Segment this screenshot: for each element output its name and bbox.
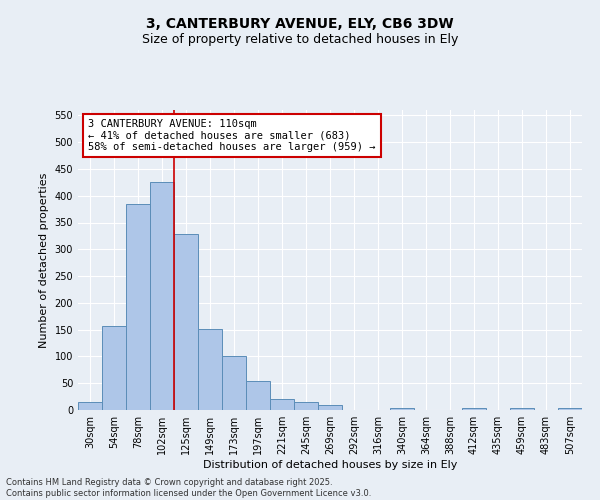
Bar: [318, 405, 342, 410]
Text: Contains HM Land Registry data © Crown copyright and database right 2025.
Contai: Contains HM Land Registry data © Crown c…: [6, 478, 371, 498]
Bar: [558, 408, 582, 410]
Bar: [510, 408, 534, 410]
Bar: [462, 408, 486, 410]
Bar: [222, 356, 246, 410]
Text: 3 CANTERBURY AVENUE: 110sqm
← 41% of detached houses are smaller (683)
58% of se: 3 CANTERBURY AVENUE: 110sqm ← 41% of det…: [88, 119, 376, 152]
X-axis label: Distribution of detached houses by size in Ely: Distribution of detached houses by size …: [203, 460, 457, 470]
Bar: [102, 326, 126, 410]
Bar: [198, 328, 222, 410]
Bar: [270, 400, 294, 410]
Y-axis label: Number of detached properties: Number of detached properties: [39, 172, 49, 348]
Bar: [126, 204, 150, 410]
Text: 3, CANTERBURY AVENUE, ELY, CB6 3DW: 3, CANTERBURY AVENUE, ELY, CB6 3DW: [146, 18, 454, 32]
Bar: [174, 234, 198, 410]
Bar: [390, 408, 414, 410]
Bar: [150, 182, 174, 410]
Bar: [294, 402, 318, 410]
Bar: [246, 380, 270, 410]
Text: Size of property relative to detached houses in Ely: Size of property relative to detached ho…: [142, 32, 458, 46]
Bar: [78, 402, 102, 410]
